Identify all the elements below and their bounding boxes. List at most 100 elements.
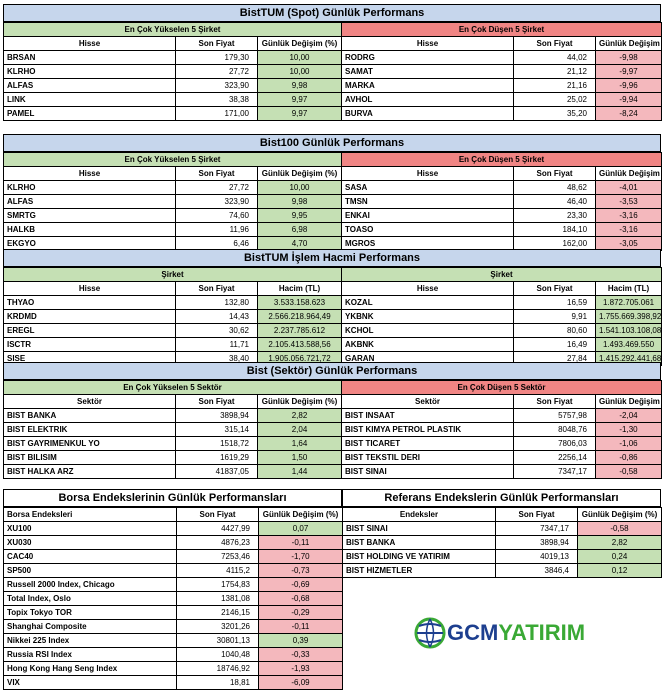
- change-cell: -0,11: [258, 535, 343, 550]
- change-cell: -0,58: [594, 464, 663, 479]
- name-cell: BIST SINAI: [341, 464, 514, 479]
- volume-cell: 2.237.785.612: [256, 323, 343, 338]
- table-row: SMRTG 74,60 9,95 ENKAI 23,30 -3,16: [3, 208, 663, 223]
- name-cell: PAMEL: [3, 106, 176, 121]
- section-title-bist100: Bist100 Günlük Performans: [3, 134, 661, 152]
- name-cell: KLRHO: [3, 64, 176, 79]
- table-row: Hong Kong Hang Seng Index 18746,92 -1,93: [3, 661, 343, 676]
- name-cell: BIST ELEKTRIK: [3, 422, 176, 437]
- left-subtitle: En Çok Yükselen 5 Şirket: [2, 22, 343, 37]
- table-row: BIST SINAI 7347,17 -0,58: [342, 521, 662, 536]
- gcm-yatirim-logo: GCMYATIRIM: [413, 612, 603, 652]
- reference-indices-table: Endeksler Son Fiyat Günlük Değişim (%) BIST…: [342, 507, 662, 578]
- change-cell: -9,94: [595, 92, 663, 107]
- change-cell: 1,44: [257, 464, 342, 479]
- table-row: LINK 38,38 9,97 AVHOL 25,02 -9,94: [3, 92, 663, 107]
- volume-cell: 2.566.218.964,49: [256, 309, 343, 324]
- change-cell: -0,69: [258, 577, 343, 592]
- section-title-reference-indices: Referans Endekslerin Günlük Performansla…: [342, 489, 661, 507]
- change-cell: -1,93: [258, 661, 343, 676]
- right-subtitle: En Çok Düşen 5 Şirket: [341, 22, 663, 37]
- price-cell: 171,00: [175, 106, 258, 121]
- price-cell: 48,62: [513, 180, 597, 195]
- left-col-header: Hacim (TL): [256, 281, 343, 296]
- name-cell: BIST HIZMETLER: [342, 563, 496, 578]
- right-col-header: Son Fiyat: [513, 36, 597, 51]
- left-col-header: Günlük Değişim (%): [256, 36, 343, 51]
- left-subtitle: Şirket: [2, 267, 343, 282]
- price-cell: 23,30: [513, 208, 597, 223]
- right-subtitle: En Çok Düşen 5 Şirket: [341, 152, 663, 167]
- table-row: BIST ELEKTRIK 315,14 2,04 BIST KIMYA PETROL…: [3, 422, 663, 437]
- table-row: BIST HALKA ARZ 41837,05 1,44 BIST SINAI 7347…: [3, 464, 663, 479]
- change-cell: -0,68: [258, 591, 343, 606]
- left-col-header: Sektör: [3, 394, 176, 409]
- price-cell: 41837,05: [175, 464, 258, 479]
- price-cell: 2146,15: [176, 605, 259, 620]
- table-row: KLRHO 27,72 10,00 SASA 48,62 -4,01: [3, 180, 663, 195]
- price-cell: 1381,08: [176, 591, 259, 606]
- name-cell: AKBNK: [341, 337, 515, 352]
- header-row: Endeksler Son Fiyat Günlük Değişim (%): [342, 507, 662, 522]
- price-cell: 30801,13: [176, 633, 259, 648]
- price-cell: 8048,76: [513, 422, 596, 437]
- right-col-header: Son Fiyat: [513, 394, 596, 409]
- price-cell: 323,90: [175, 78, 258, 93]
- price-cell: 11,71: [175, 337, 258, 352]
- table-row: Topix Tokyo TOR 2146,15 -0,29: [3, 605, 343, 620]
- change-cell: 0,07: [258, 521, 343, 536]
- table-row: THYAO 132,80 3.533.158.623 KOZAL 16,59 1.872.…: [3, 295, 663, 310]
- name-cell: BIST HALKA ARZ: [3, 464, 176, 479]
- right-col-header: Günlük Değişim (%): [595, 36, 663, 51]
- price-cell: 1754,83: [176, 577, 259, 592]
- name-cell: XU030: [3, 535, 177, 550]
- volume-cell: 1.872.705.061: [595, 295, 663, 310]
- right-col-header: Hacim (TL): [595, 281, 663, 296]
- table-row: Russia RSI Index 1040,48 -0,33: [3, 647, 343, 662]
- name-cell: ENKAI: [341, 208, 515, 223]
- col-header: Günlük Değişim (%): [258, 507, 343, 522]
- change-cell: -0,73: [258, 563, 343, 578]
- bisttum-spot-table: En Çok Yükselen 5 Şirket En Çok Düşen 5 Ş…: [2, 22, 663, 121]
- table-row: XU030 4876,23 -0,11: [3, 535, 343, 550]
- col-header: Endeksler: [342, 507, 496, 522]
- price-cell: 7347,17: [495, 521, 578, 536]
- table-row: PAMEL 171,00 9,97 BURVA 35,20 -8,24: [3, 106, 663, 121]
- right-col-header: Hisse: [341, 166, 515, 181]
- right-col-header: Günlük Değişim (%): [594, 394, 663, 409]
- right-col-header: Günlük Değişim (%): [595, 166, 663, 181]
- price-cell: 3898,94: [175, 408, 258, 423]
- change-cell: -9,97: [595, 64, 663, 79]
- name-cell: SAMAT: [341, 64, 515, 79]
- change-cell: 9,97: [256, 106, 343, 121]
- table-row: EREGL 30,62 2.237.785.612 KCHOL 80,60 1.541.1…: [3, 323, 663, 338]
- bist100-table: En Çok Yükselen 5 Şirket En Çok Düşen 5 Ş…: [2, 152, 663, 251]
- left-subtitle: En Çok Yükselen 5 Şirket: [2, 152, 343, 167]
- name-cell: BIST HOLDING VE YATIRIM: [342, 549, 496, 564]
- change-cell: 0,39: [258, 633, 343, 648]
- change-cell: -0,11: [258, 619, 343, 634]
- name-cell: RODRG: [341, 50, 515, 65]
- change-cell: -8,24: [595, 106, 663, 121]
- name-cell: TMSN: [341, 194, 515, 209]
- change-cell: 6,98: [256, 222, 343, 237]
- change-cell: -0,86: [594, 450, 663, 465]
- change-cell: 1,64: [257, 436, 342, 451]
- subtitle-row: Şirket Şirket: [2, 267, 663, 282]
- left-col-header: Son Fiyat: [175, 36, 258, 51]
- price-cell: 18,81: [176, 675, 259, 690]
- change-cell: 2,82: [577, 535, 662, 550]
- price-cell: 14,43: [175, 309, 258, 324]
- table-row: BIST HIZMETLER 3846,4 0,12: [342, 563, 662, 578]
- price-cell: 1619,29: [175, 450, 258, 465]
- name-cell: SMRTG: [3, 208, 176, 223]
- price-cell: 80,60: [513, 323, 597, 338]
- logo-text: GCMYATIRIM: [447, 620, 586, 645]
- left-col-header: Hisse: [3, 281, 176, 296]
- change-cell: -3,16: [595, 208, 663, 223]
- subtitle-row: En Çok Yükselen 5 Şirket En Çok Düşen 5 Ş…: [2, 152, 663, 167]
- volume-cell: 1.755.669.398,92: [595, 309, 663, 324]
- table-row: ISCTR 11,71 2.105.413.588,56 AKBNK 16,49 1.49…: [3, 337, 663, 352]
- name-cell: YKBNK: [341, 309, 515, 324]
